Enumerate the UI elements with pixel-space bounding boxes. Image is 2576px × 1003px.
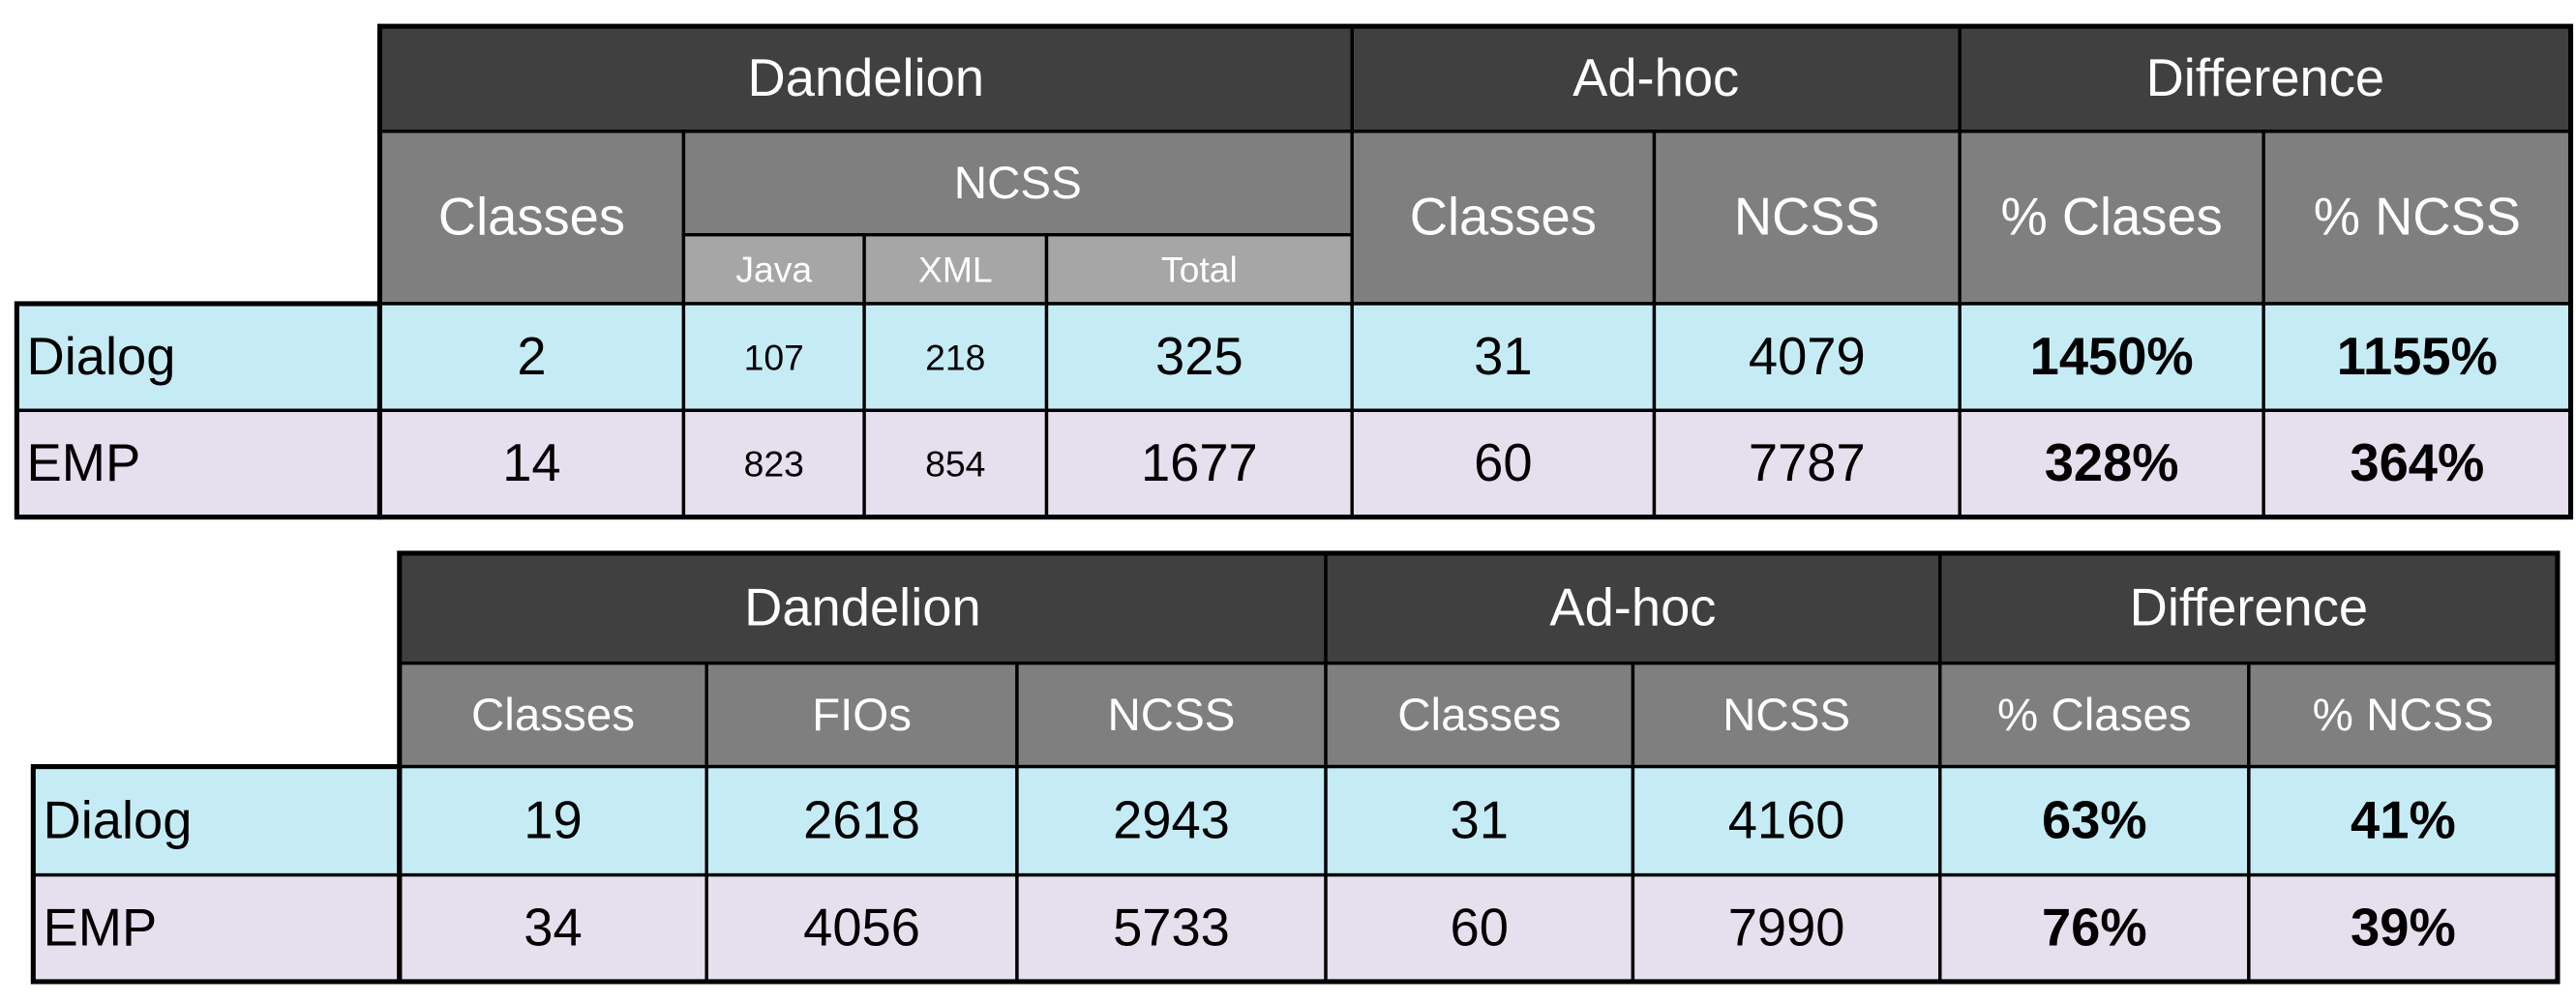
cell: [1044, 302, 1354, 413]
cell: [398, 872, 708, 984]
cell: [2247, 764, 2560, 877]
group-header: Difference: [2146, 48, 2384, 107]
data-cell: 107: [744, 337, 804, 377]
data-cell: 31: [1474, 327, 1532, 386]
data-cell: 60: [1474, 433, 1532, 492]
group-header: Dandelion: [744, 578, 981, 637]
data-cell: 1677: [1141, 433, 1258, 492]
table-border: [397, 550, 2561, 985]
data-cell: 2943: [1113, 790, 1230, 849]
cell: [704, 764, 1019, 877]
column-header: Classes: [438, 188, 625, 247]
row-label: Dialog: [44, 790, 193, 849]
data-cell: 63%: [2042, 790, 2147, 849]
column-header: % Clases: [1997, 690, 2192, 741]
group-header: Dandelion: [748, 48, 985, 107]
data-cell: 14: [502, 433, 560, 492]
column-header: FIOs: [812, 690, 912, 741]
data-cell: 4160: [1728, 790, 1845, 849]
cell: [377, 24, 1354, 133]
cell: [1324, 872, 1635, 984]
data-cell: 823: [744, 444, 804, 485]
data-cell: 1450%: [2030, 327, 2194, 386]
data-cell: 7787: [1749, 433, 1866, 492]
cell: [2261, 302, 2573, 413]
data-cell: 34: [524, 899, 582, 958]
cell: [704, 661, 1019, 769]
row-label: Dialog: [27, 327, 176, 386]
cell: [1015, 764, 1328, 877]
data-cell: 4056: [803, 899, 920, 958]
column-header: NCSS: [1107, 690, 1235, 741]
data-cell: 2: [517, 327, 546, 386]
cell: [377, 302, 686, 413]
group-header: Ad-hoc: [1573, 48, 1739, 107]
column-header: Classes: [471, 690, 635, 741]
row-label: EMP: [27, 433, 141, 492]
cell: [1652, 408, 1962, 519]
column-header: Java: [735, 250, 812, 290]
cell: [681, 233, 866, 306]
cell: [1958, 408, 2265, 519]
cell: [2261, 130, 2573, 306]
data-cell: 364%: [2350, 433, 2484, 492]
cell: [862, 302, 1049, 413]
data-cell: 31: [1451, 790, 1509, 849]
column-header: Classes: [1397, 690, 1561, 741]
column-header: XML: [918, 250, 993, 290]
data-cell: 41%: [2351, 790, 2456, 849]
table-border: [376, 23, 2574, 520]
data-cell: 76%: [2042, 899, 2147, 958]
cell: [1631, 764, 1942, 877]
cell: [1652, 130, 1962, 306]
data-cell: 4079: [1749, 327, 1866, 386]
column-header: NCSS: [954, 158, 1082, 209]
data-cell: 39%: [2351, 899, 2456, 958]
cell: [1350, 302, 1657, 413]
cell: [398, 551, 1328, 665]
row-label: EMP: [44, 899, 158, 958]
cell: [1324, 661, 1635, 769]
column-header: Classes: [1410, 188, 1597, 247]
data-cell: 7990: [1728, 899, 1845, 958]
column-header: % Clases: [2000, 188, 2222, 247]
group-header: Ad-hoc: [1549, 578, 1716, 637]
data-cell: 854: [925, 444, 985, 485]
cell: [1958, 302, 2265, 413]
cell: [1350, 408, 1657, 519]
cell: [1652, 302, 1962, 413]
column-header: % NCSS: [2313, 690, 2494, 741]
cell: [1044, 233, 1354, 306]
group-header: Difference: [2130, 578, 2368, 637]
cell: [398, 764, 708, 877]
data-cell: 5733: [1113, 899, 1230, 958]
cell: [1350, 24, 1962, 133]
cell: [15, 408, 382, 519]
cell: [2247, 661, 2560, 769]
data-cell: 19: [524, 790, 582, 849]
column-header: NCSS: [1722, 690, 1850, 741]
cell: [398, 661, 708, 769]
data-cell: 60: [1451, 899, 1509, 958]
cell: [377, 130, 686, 306]
column-header: NCSS: [1734, 188, 1880, 247]
data-cell: 2618: [803, 790, 920, 849]
cell: [1631, 661, 1942, 769]
data-cell: 218: [925, 337, 985, 377]
data-cell: 325: [1155, 327, 1243, 386]
cell: [2247, 872, 2560, 984]
cell: [377, 408, 686, 519]
data-cell: 1155%: [2337, 327, 2498, 386]
column-header: Total: [1161, 250, 1238, 290]
cell: [1631, 872, 1942, 984]
data-cell: 328%: [2045, 433, 2179, 492]
column-header: % NCSS: [2314, 188, 2521, 247]
